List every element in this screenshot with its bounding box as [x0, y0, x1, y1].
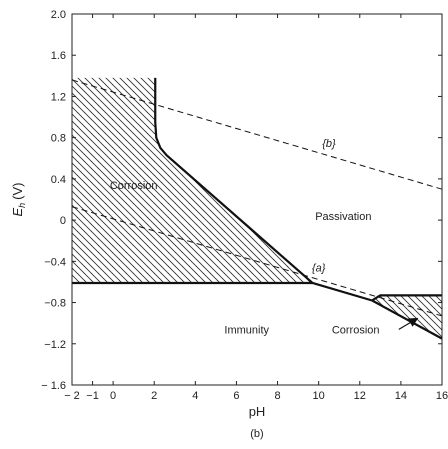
- line-a-label: {a}: [312, 263, 326, 275]
- x-tick-label: 16: [436, 390, 448, 402]
- dashed-line-5: [71, 206, 443, 317]
- hatched-region-2: [372, 295, 442, 339]
- y-tick-label: −0.4: [44, 256, 66, 268]
- y-axis-title-sub: h: [17, 203, 27, 208]
- x-tick-label: 8: [274, 390, 280, 402]
- x-tick-label: 4: [192, 390, 198, 402]
- dashed-line-4: [71, 79, 443, 190]
- x-tick-label: 10: [313, 390, 325, 402]
- corrosion-left-label: Corrosion: [110, 180, 158, 192]
- y-tick-label: −1.2: [44, 339, 66, 351]
- boundary-line-3: [371, 299, 443, 340]
- x-axis-title: pH: [249, 404, 266, 419]
- boundary-line-1: [154, 77, 442, 302]
- y-tick-label: 0.4: [51, 174, 66, 186]
- plot-frame: [71, 13, 443, 386]
- y-tick-label: 1.6: [51, 50, 66, 62]
- y-tick-label: 0: [60, 215, 66, 227]
- y-tick-label: − 1.6: [41, 380, 66, 392]
- passivation-label: Passivation: [315, 211, 371, 223]
- lines-layer: [71, 77, 443, 340]
- x-tick-label: 0: [110, 390, 116, 402]
- y-tick-label: 0.8: [51, 133, 66, 145]
- ticks-layer: [71, 13, 443, 386]
- y-tick-label: 1.2: [51, 91, 66, 103]
- y-axis-title: Eh (V): [10, 182, 27, 216]
- corrosion-arrow: [398, 317, 419, 330]
- corrosion-right-label: Corrosion: [332, 324, 380, 336]
- y-tick-label: 2.0: [51, 9, 66, 21]
- tick-labels-layer: − 2 −1 0 2 4 6 8 10 12 14 16 − 1.6 −1.2 −0.8 −0.4 0 0.4 0…: [41, 9, 448, 402]
- x-tick-label: 6: [233, 390, 239, 402]
- y-axis-title-main: E: [10, 208, 25, 217]
- x-tick-label: 2: [151, 390, 157, 402]
- x-tick-label: − 2: [64, 390, 80, 402]
- panel-label: (b): [250, 428, 263, 440]
- y-tick-label: −0.8: [44, 298, 66, 310]
- x-tick-label: 12: [354, 390, 366, 402]
- x-tick-label: −1: [86, 390, 99, 402]
- y-axis-title-unit: (V): [10, 182, 25, 199]
- immunity-label: Immunity: [224, 324, 269, 336]
- x-tick-label: 14: [395, 390, 407, 402]
- regions-layer: [72, 77, 442, 339]
- line-b-label: {b}: [322, 138, 336, 150]
